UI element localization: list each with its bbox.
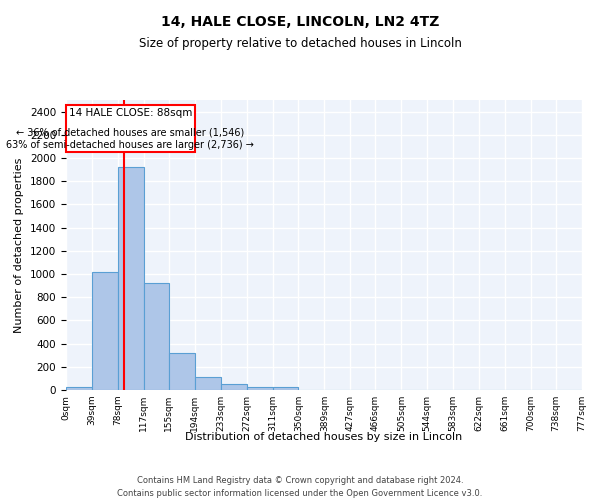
Bar	[272, 386, 298, 390]
Bar	[66, 386, 92, 390]
Bar	[221, 384, 247, 390]
Text: Contains HM Land Registry data © Crown copyright and database right 2024.: Contains HM Land Registry data © Crown c…	[137, 476, 463, 485]
Bar	[118, 168, 143, 390]
Text: 63% of semi-detached houses are larger (2,736) →: 63% of semi-detached houses are larger (…	[7, 140, 254, 150]
Text: Distribution of detached houses by size in Lincoln: Distribution of detached houses by size …	[185, 432, 463, 442]
Bar	[247, 386, 272, 390]
Text: ← 36% of detached houses are smaller (1,546): ← 36% of detached houses are smaller (1,…	[16, 128, 245, 138]
FancyBboxPatch shape	[66, 105, 195, 152]
Bar	[169, 354, 195, 390]
Bar	[143, 284, 169, 390]
Bar	[195, 377, 221, 390]
Bar	[92, 272, 118, 390]
Y-axis label: Number of detached properties: Number of detached properties	[14, 158, 25, 332]
Text: 14, HALE CLOSE, LINCOLN, LN2 4TZ: 14, HALE CLOSE, LINCOLN, LN2 4TZ	[161, 15, 439, 29]
Text: Contains public sector information licensed under the Open Government Licence v3: Contains public sector information licen…	[118, 489, 482, 498]
Text: 14 HALE CLOSE: 88sqm: 14 HALE CLOSE: 88sqm	[69, 108, 192, 118]
Text: Size of property relative to detached houses in Lincoln: Size of property relative to detached ho…	[139, 38, 461, 51]
